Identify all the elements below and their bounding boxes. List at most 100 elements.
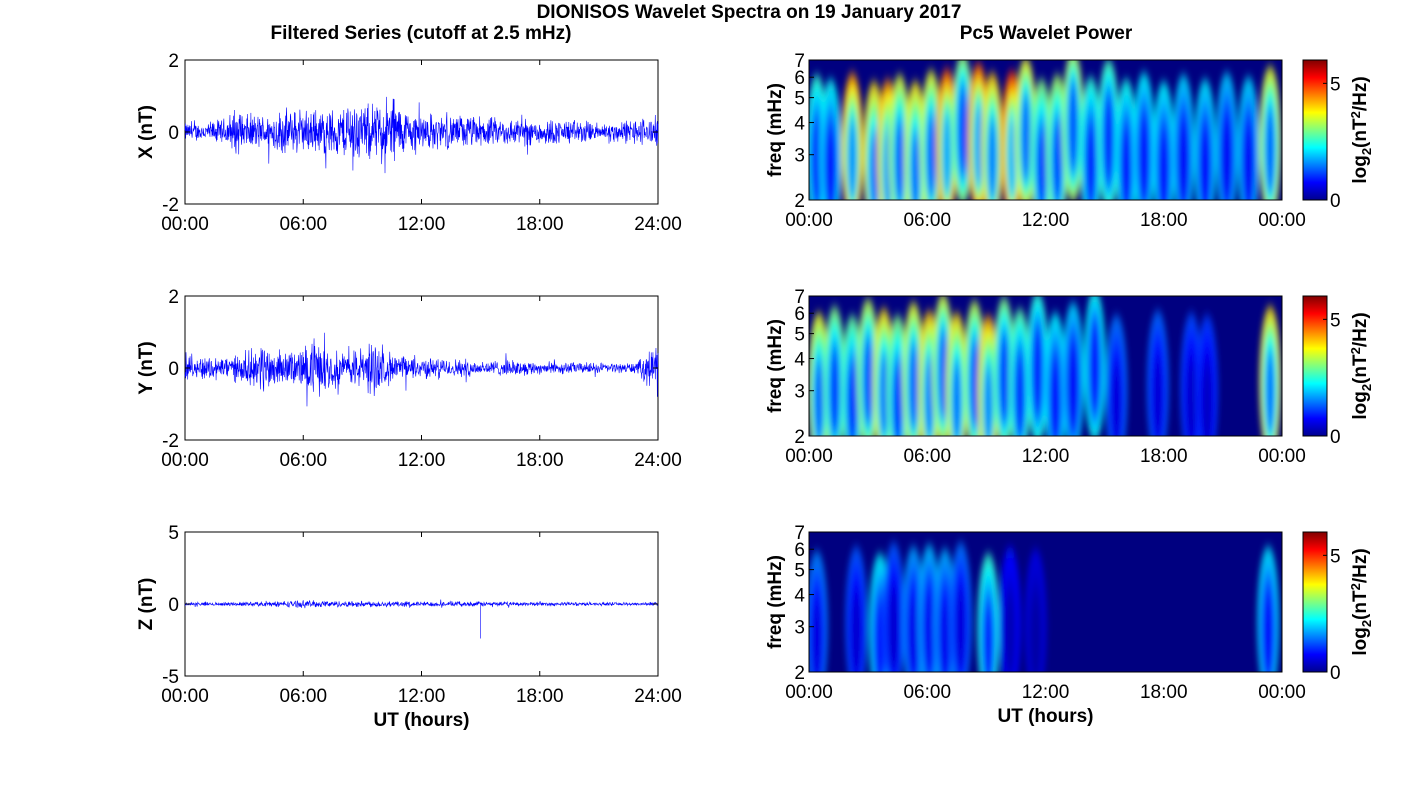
power-blob bbox=[974, 106, 982, 186]
power-blob bbox=[1140, 122, 1148, 199]
power-blob bbox=[848, 369, 856, 436]
x-tick-label: 06:00 bbox=[903, 682, 951, 703]
x-tick-label: 06:00 bbox=[279, 450, 327, 471]
series-line bbox=[184, 599, 659, 639]
power-blob bbox=[927, 118, 935, 196]
power-blob bbox=[848, 122, 856, 199]
x-tick-label: 18:00 bbox=[516, 450, 564, 471]
heatmap-layer bbox=[809, 296, 1282, 436]
x-tick-label: 00:00 bbox=[785, 210, 833, 231]
power-blob bbox=[1069, 85, 1077, 169]
y-axis-label: freq (mHz) bbox=[765, 555, 786, 649]
plot-frame bbox=[808, 531, 1283, 673]
power-blob bbox=[984, 369, 992, 436]
colorbar-gradient bbox=[1302, 531, 1328, 673]
x-tick-label: 12:00 bbox=[398, 214, 446, 235]
power-blob bbox=[870, 137, 878, 200]
power-blob bbox=[1006, 597, 1014, 672]
power-blob bbox=[890, 590, 898, 668]
series-panel-z_series: 00:00 06:00 12:00 18:00 24:00 -5 0 5 Z (nT) UT (h… bbox=[136, 523, 682, 731]
x-tick-label: 24:00 bbox=[634, 214, 682, 235]
power-blob bbox=[911, 137, 919, 200]
power-blob bbox=[909, 597, 917, 672]
power-blob bbox=[1264, 597, 1272, 672]
heatmap-layer bbox=[809, 60, 1282, 200]
power-blob bbox=[1016, 358, 1024, 435]
y-tick-label: 5 bbox=[168, 523, 179, 544]
power-blob bbox=[1038, 133, 1046, 200]
power-blob bbox=[1266, 354, 1274, 432]
y-tick-label: 3 bbox=[794, 146, 805, 167]
y-tick-label: -5 bbox=[162, 667, 179, 688]
x-tick-label: 06:00 bbox=[903, 446, 951, 467]
series-panel-x_series: 00:00 06:00 12:00 18:00 24:00 -2 0 2 X (nT) bbox=[136, 51, 682, 235]
series-line bbox=[184, 332, 659, 407]
power-blob bbox=[864, 342, 872, 422]
y-tick-label: 6 bbox=[794, 68, 805, 89]
colorbar-label: log2(nT2/Hz) bbox=[1348, 312, 1374, 419]
power-blob bbox=[1000, 339, 1008, 420]
power-blob bbox=[1160, 137, 1168, 200]
power-blob bbox=[925, 594, 933, 671]
x-tick-label: 00:00 bbox=[161, 214, 209, 235]
power-blob bbox=[1266, 112, 1274, 191]
heatmap-layer bbox=[809, 542, 1280, 672]
plot-frame bbox=[808, 59, 1283, 201]
x-tick-label: 18:00 bbox=[516, 686, 564, 707]
power-blob bbox=[894, 369, 902, 436]
x-tick-label: 12:00 bbox=[1022, 682, 1070, 703]
x-tick-label: 00:00 bbox=[785, 682, 833, 703]
y-tick-label: 7 bbox=[794, 287, 805, 308]
x-tick-label: 12:00 bbox=[1022, 210, 1070, 231]
x-tick-label: 06:00 bbox=[903, 210, 951, 231]
y-tick-label: 2 bbox=[794, 427, 805, 448]
power-blob bbox=[1008, 118, 1016, 196]
power-blob bbox=[939, 334, 947, 415]
power-blob bbox=[1201, 133, 1209, 200]
power-blob bbox=[988, 122, 996, 199]
power-blob bbox=[880, 358, 888, 435]
x-tick-label: 24:00 bbox=[634, 686, 682, 707]
power-blob bbox=[1022, 98, 1030, 179]
power-blob bbox=[943, 115, 951, 193]
power-blob bbox=[1203, 369, 1211, 436]
x-axis-label: UT (hours) bbox=[997, 706, 1093, 727]
y-tick-label: 6 bbox=[794, 540, 805, 561]
x-axis-label: UT (hours) bbox=[373, 710, 469, 731]
x-tick-label: 06:00 bbox=[279, 214, 327, 235]
power-blob bbox=[925, 361, 933, 436]
y-tick-label: 5 bbox=[794, 89, 805, 110]
x-tick-label: 18:00 bbox=[1140, 446, 1188, 467]
x-tick-label: 12:00 bbox=[398, 686, 446, 707]
x-tick-label: 00:00 bbox=[161, 686, 209, 707]
y-tick-label: 0 bbox=[168, 123, 179, 144]
colorbar-tick-label: 5 bbox=[1330, 310, 1341, 331]
power-blob bbox=[959, 90, 967, 173]
power-blob bbox=[1122, 133, 1130, 200]
power-blob bbox=[909, 348, 917, 427]
power-blob bbox=[1105, 100, 1113, 182]
y-tick-label: 0 bbox=[168, 595, 179, 616]
power-blob bbox=[1053, 125, 1061, 200]
power-blob bbox=[827, 133, 835, 200]
y-tick-label: 4 bbox=[794, 586, 805, 607]
y-axis-label: Y (nT) bbox=[136, 341, 157, 394]
x-tick-label: 18:00 bbox=[1140, 682, 1188, 703]
y-tick-label: -2 bbox=[162, 195, 179, 216]
x-tick-label: 24:00 bbox=[634, 450, 682, 471]
colorbar-tick-label: 0 bbox=[1330, 663, 1341, 684]
power-blob bbox=[1223, 122, 1231, 199]
colorbar-label: log2(nT2/Hz) bbox=[1348, 76, 1374, 183]
power-blob bbox=[1087, 129, 1095, 200]
y-tick-label: 7 bbox=[794, 51, 805, 72]
power-blob bbox=[957, 590, 965, 668]
x-tick-label: 12:00 bbox=[1022, 446, 1070, 467]
x-tick-label: 12:00 bbox=[398, 450, 446, 471]
y-axis-label: freq (mHz) bbox=[765, 319, 786, 413]
y-tick-label: 5 bbox=[794, 325, 805, 346]
colorbar-tick-label: 5 bbox=[1330, 546, 1341, 567]
power-blob bbox=[1154, 361, 1162, 436]
